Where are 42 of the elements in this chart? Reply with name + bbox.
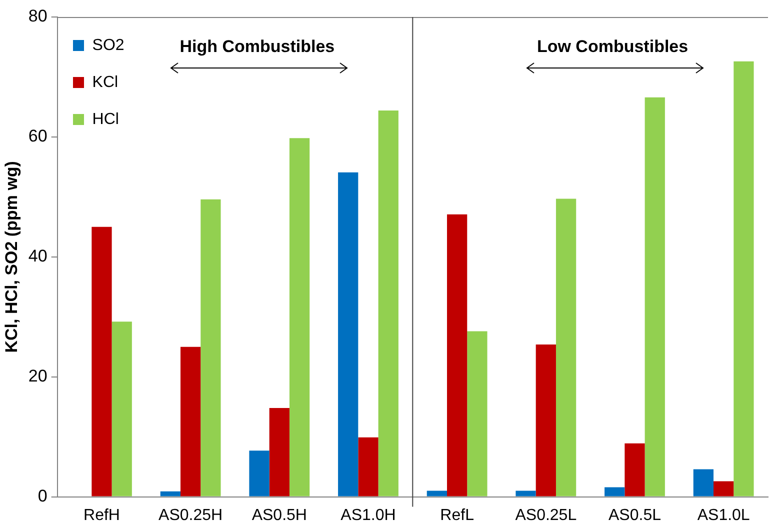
x-tick-label: AS0.25L [515, 506, 577, 524]
bar [447, 214, 468, 496]
y-tick-label: 40 [28, 246, 48, 266]
x-tick-label: AS1.0L [697, 506, 750, 524]
bar [378, 110, 398, 496]
bar [112, 322, 132, 496]
bar [249, 450, 270, 496]
legend-label: HCl [92, 110, 119, 128]
y-tick-label: 60 [28, 126, 48, 146]
x-tick-label: AS0.25H [158, 506, 223, 524]
annotation: High Combustibles [178, 37, 336, 57]
bar [200, 199, 221, 496]
bar [338, 172, 358, 496]
bar [624, 443, 645, 496]
bar [467, 331, 488, 496]
y-axis-title: KCl, HCl, SO2 (ppm wg) [2, 161, 21, 353]
bar [734, 61, 754, 496]
bar [92, 226, 112, 496]
bar [714, 481, 734, 496]
y-tick-label: 80 [28, 6, 48, 26]
bar [693, 469, 714, 496]
y-tick-label: 20 [28, 366, 48, 386]
bar [180, 346, 201, 496]
bar [289, 138, 310, 496]
x-tick-label: AS0.5H [252, 506, 307, 524]
bar [536, 344, 556, 496]
annotation: Low Combustibles [536, 37, 690, 57]
x-tick-label: AS0.5L [608, 506, 662, 524]
bar [644, 97, 665, 496]
x-tick-label: RefL [440, 506, 474, 524]
x-tick-label: AS1.0H [340, 506, 396, 524]
y-tick-label: 0 [38, 486, 48, 506]
legend-label: KCl [92, 74, 118, 92]
bar [269, 408, 290, 496]
bar [556, 198, 576, 496]
bar [426, 490, 448, 496]
legend-label: SO2 [92, 36, 124, 54]
bar [358, 437, 378, 496]
x-tick-label: RefH [84, 506, 120, 524]
bar [160, 491, 180, 496]
bar [604, 487, 625, 496]
bar [516, 490, 536, 496]
